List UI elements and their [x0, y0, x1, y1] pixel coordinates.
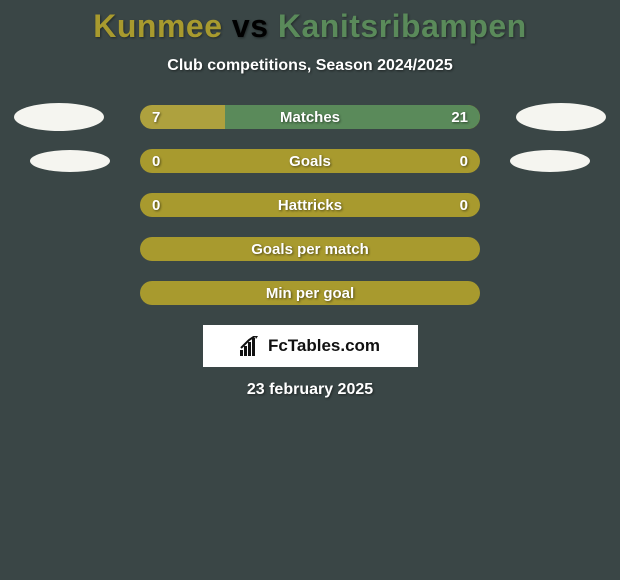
stat-left-value: 0	[152, 197, 160, 214]
stat-right-value: 0	[460, 197, 468, 214]
avatar-placeholder-left	[30, 150, 110, 172]
stat-left-value: 7	[152, 109, 160, 126]
stat-label: Goals	[289, 153, 331, 170]
stat-bar: 7 Matches 21	[140, 105, 480, 129]
stat-bar: Min per goal	[140, 281, 480, 305]
stat-label: Hattricks	[278, 197, 342, 214]
chart-icon	[240, 336, 262, 356]
stat-left-value: 0	[152, 153, 160, 170]
stat-row: Min per goal	[0, 281, 620, 305]
avatar-placeholder-right	[516, 103, 606, 131]
stat-right-value: 21	[451, 109, 468, 126]
brand-footer: FcTables.com	[203, 325, 418, 367]
infographic-container: Kunmee vs Kanitsribampen Club competitio…	[0, 0, 620, 399]
stat-label: Min per goal	[266, 285, 354, 302]
page-title: Kunmee vs Kanitsribampen	[0, 8, 620, 45]
comparison-rows: 7 Matches 21 0 Goals 0 0 Hattricks 0 Goals per ma…	[0, 105, 620, 305]
stat-row: 0 Goals 0	[0, 149, 620, 173]
stat-label: Matches	[280, 109, 340, 126]
player2-name: Kanitsribampen	[278, 8, 527, 44]
player1-name: Kunmee	[93, 8, 222, 44]
stat-bar: 0 Hattricks 0	[140, 193, 480, 217]
vs-text: vs	[223, 8, 278, 44]
stat-bar: Goals per match	[140, 237, 480, 261]
stat-row: Goals per match	[0, 237, 620, 261]
subtitle: Club competitions, Season 2024/2025	[0, 57, 620, 75]
stat-label: Goals per match	[251, 241, 369, 258]
stat-right-value: 0	[460, 153, 468, 170]
date-text: 23 february 2025	[0, 381, 620, 399]
stat-row: 7 Matches 21	[0, 105, 620, 129]
avatar-placeholder-left	[14, 103, 104, 131]
stat-row: 0 Hattricks 0	[0, 193, 620, 217]
brand-text: FcTables.com	[268, 336, 380, 356]
stat-bar: 0 Goals 0	[140, 149, 480, 173]
bar-fill-right	[225, 105, 480, 129]
avatar-placeholder-right	[510, 150, 590, 172]
